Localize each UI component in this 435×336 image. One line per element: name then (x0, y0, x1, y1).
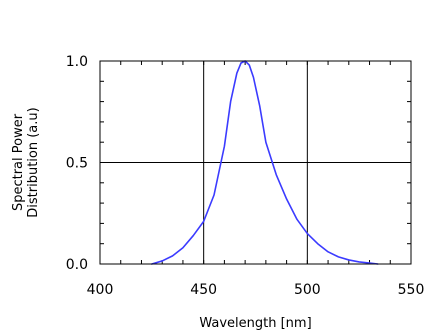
y-tick-label: 0.0 (66, 257, 88, 273)
y-tick-labels: 0.0 0.5 1.0 (66, 54, 88, 273)
y-axis-label-line: Spectral Power (11, 113, 26, 211)
x-tick-label: 400 (87, 282, 114, 298)
grid-lines (100, 61, 411, 264)
axis-ticks (99, 60, 412, 265)
x-axis-label: Wavelength [nm] (199, 316, 311, 331)
x-tick-labels: 400 450 500 550 (87, 282, 425, 298)
x-tick-label: 450 (190, 282, 217, 298)
y-axis-label-line: Distribution (a.u) (26, 107, 41, 217)
x-tick-label: 500 (294, 282, 321, 298)
y-tick-label: 1.0 (66, 54, 88, 70)
x-tick-label: 550 (398, 282, 425, 298)
y-axis-label: Spectral Power Distribution (a.u) (11, 107, 41, 217)
plot-frame (99, 60, 412, 265)
y-tick-label: 0.5 (66, 156, 88, 172)
series-line (151, 60, 379, 265)
